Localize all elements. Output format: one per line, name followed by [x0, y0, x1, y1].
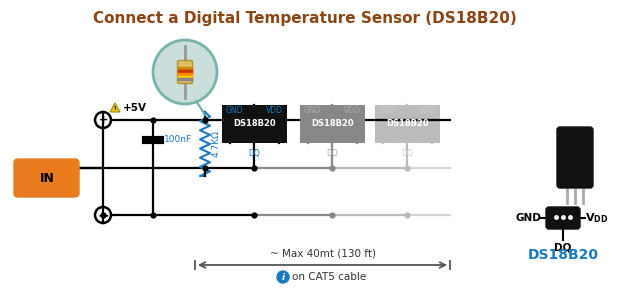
- Text: ~ Max 40mt (130 ft): ~ Max 40mt (130 ft): [270, 248, 376, 258]
- Text: on CAT5 cable: on CAT5 cable: [292, 272, 366, 282]
- Text: VDD: VDD: [266, 106, 283, 115]
- Bar: [222, 105, 287, 143]
- Text: 100nF: 100nF: [164, 136, 192, 144]
- Text: DS18B20: DS18B20: [233, 119, 276, 129]
- Text: DS18B20: DS18B20: [311, 119, 354, 129]
- Text: 4.7KΩ: 4.7KΩ: [212, 131, 221, 158]
- FancyBboxPatch shape: [557, 127, 593, 188]
- Text: −: −: [97, 208, 109, 222]
- Text: VDD: VDD: [419, 106, 436, 115]
- Bar: [300, 105, 365, 143]
- Bar: [375, 105, 440, 143]
- Circle shape: [153, 40, 217, 104]
- Text: DS18B20: DS18B20: [386, 119, 429, 129]
- Text: DS18B20: DS18B20: [528, 248, 599, 262]
- Text: DQ: DQ: [402, 149, 414, 158]
- Polygon shape: [110, 103, 120, 112]
- Text: $\mathregular{V_{DD}}$: $\mathregular{V_{DD}}$: [585, 211, 608, 225]
- FancyBboxPatch shape: [178, 60, 193, 84]
- Text: GND: GND: [515, 213, 541, 223]
- Text: +: +: [98, 115, 108, 125]
- Text: i: i: [282, 273, 285, 281]
- Text: DQ: DQ: [326, 149, 338, 158]
- Text: Connect a Digital Temperature Sensor (DS18B20): Connect a Digital Temperature Sensor (DS…: [93, 10, 517, 25]
- Text: GND: GND: [379, 106, 396, 115]
- FancyBboxPatch shape: [546, 207, 580, 229]
- Circle shape: [277, 271, 289, 283]
- Text: VDD: VDD: [344, 106, 361, 115]
- Text: !: !: [114, 107, 117, 112]
- Text: IN: IN: [40, 171, 54, 184]
- Text: GND: GND: [226, 106, 244, 115]
- FancyBboxPatch shape: [14, 159, 79, 197]
- Text: DQ: DQ: [554, 243, 572, 253]
- Text: DQ: DQ: [249, 149, 260, 158]
- Text: GND: GND: [304, 106, 321, 115]
- Text: +5V: +5V: [123, 103, 147, 113]
